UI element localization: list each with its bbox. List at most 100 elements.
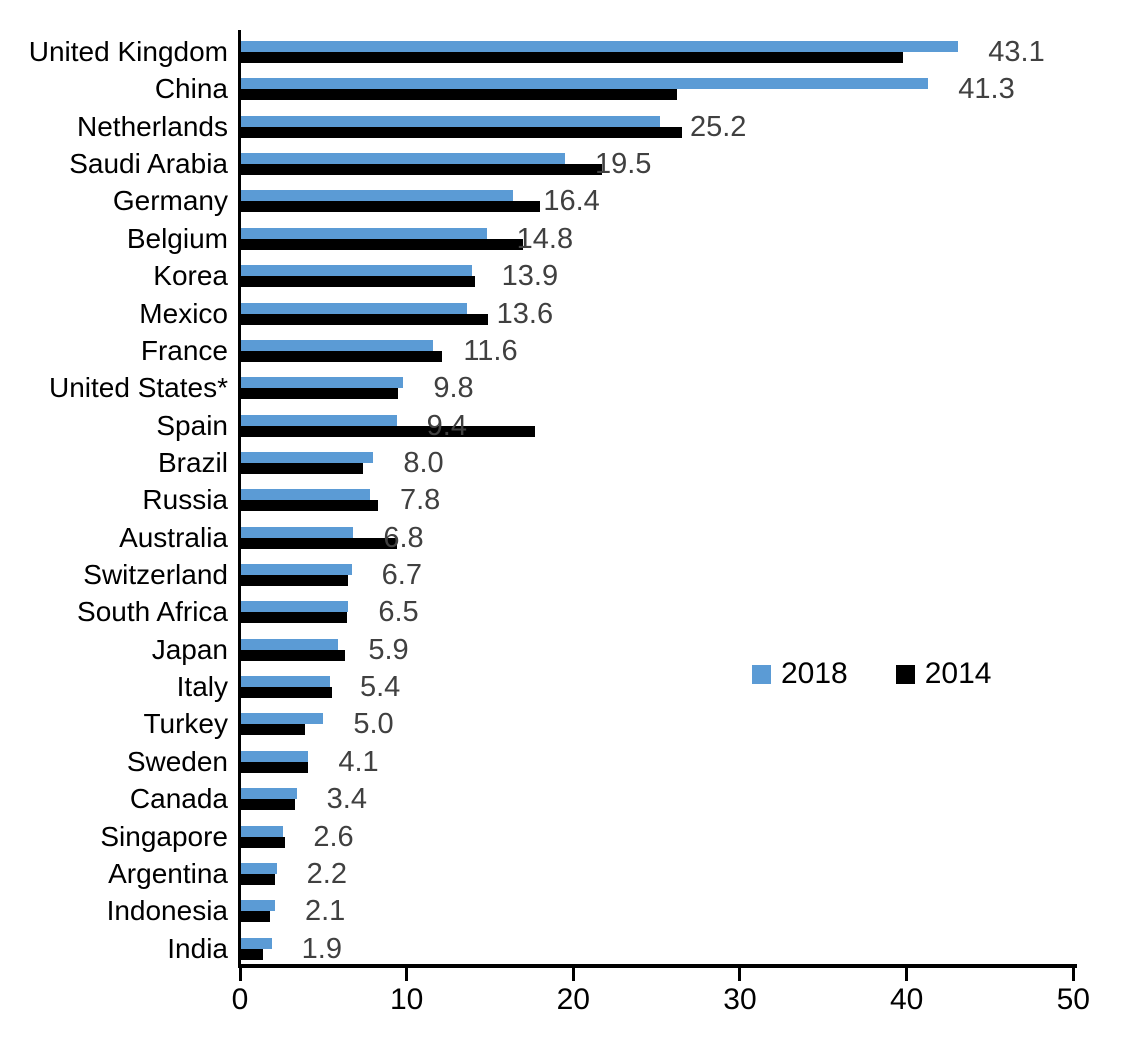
category-label: Brazil [157, 446, 228, 478]
x-tick-mark [905, 968, 909, 981]
bar-2018 [240, 900, 275, 912]
category-label: Saudi Arabia [69, 148, 228, 180]
bar-2014 [240, 52, 904, 63]
bar-2018 [240, 115, 660, 127]
value-label: 1.9 [301, 932, 342, 965]
x-tick-mark [405, 968, 409, 981]
bar-2014 [240, 238, 524, 250]
bar-2014 [240, 164, 602, 176]
bar-2018 [240, 526, 354, 538]
bar-2018 [240, 265, 472, 277]
legend: 2018 2014 [752, 658, 992, 690]
category-label: Korea [153, 260, 228, 292]
bar-2014 [240, 649, 345, 661]
legend-swatch-2018 [752, 664, 771, 684]
bar-2014 [240, 911, 270, 923]
category-label: Mexico [139, 297, 228, 329]
bar-2014 [240, 575, 349, 587]
x-tick-mark [1071, 968, 1075, 981]
legend-label-2014: 2014 [924, 657, 992, 690]
value-label: 19.5 [594, 148, 652, 181]
bar-2018 [240, 190, 514, 202]
bar-2014 [240, 201, 540, 213]
value-label: 43.1 [988, 36, 1045, 68]
value-label: 16.4 [543, 185, 600, 218]
value-label: 2.6 [313, 820, 354, 853]
value-label: 3.4 [326, 783, 367, 816]
bar-2018 [240, 339, 434, 351]
value-label: 4.1 [338, 745, 379, 778]
bar-2014 [240, 948, 264, 960]
bar-2014 [240, 462, 364, 474]
category-label: Japan [151, 633, 228, 665]
bar-2018 [240, 414, 397, 426]
value-label: 9.4 [426, 409, 467, 442]
value-label: 6.5 [378, 596, 419, 629]
bar-2014 [240, 313, 489, 325]
category-label: Canada [129, 783, 228, 815]
value-label: 6.7 [381, 559, 422, 592]
bar-2018 [240, 78, 929, 90]
bar-2014 [240, 836, 285, 848]
x-tick-label: 30 [723, 983, 757, 1016]
value-label: 5.4 [359, 671, 401, 704]
x-tick-label: 20 [556, 983, 590, 1016]
bar-2014 [240, 687, 332, 699]
value-label: 5.0 [353, 708, 394, 741]
category-label: France [140, 334, 228, 366]
legend-item-2018: 2018 [752, 658, 848, 690]
category-label: Italy [176, 671, 228, 703]
bar-2014 [240, 388, 399, 400]
bar-2014 [240, 276, 475, 288]
value-label: 9.8 [433, 372, 474, 405]
legend-item-2014: 2014 [895, 657, 992, 690]
category-label: China [154, 73, 228, 105]
bar-2018 [240, 377, 404, 389]
category-label: Turkey [143, 708, 228, 740]
value-label: 2.2 [306, 857, 347, 890]
bar-2014 [240, 799, 295, 811]
category-label: Switzerland [83, 559, 228, 591]
bar-2018 [240, 638, 339, 650]
value-label: 13.6 [496, 297, 554, 330]
bar-2018 [240, 788, 297, 800]
bar-2014 [240, 537, 397, 549]
x-tick-mark [738, 968, 742, 981]
value-label: 13.9 [501, 260, 559, 293]
category-label: Argentina [108, 857, 228, 889]
bar-2014 [240, 612, 347, 624]
value-label: 7.8 [399, 484, 441, 517]
category-label: Netherlands [77, 110, 228, 142]
category-label: South Africa [77, 596, 228, 628]
bar-2014 [240, 89, 677, 101]
bar-2018 [240, 862, 277, 874]
x-tick-label: 10 [389, 983, 424, 1016]
bar-2014 [240, 500, 379, 512]
bar-2018 [240, 489, 370, 501]
value-label: 2.1 [304, 895, 346, 928]
x-tick-label: 40 [889, 983, 924, 1016]
value-label: 6.8 [383, 521, 424, 554]
category-label: Germany [112, 185, 228, 217]
category-label: United Kingdom [28, 36, 228, 67]
value-label: 11.6 [463, 334, 518, 367]
bar-2014 [240, 425, 535, 437]
bar-2018 [240, 153, 565, 165]
x-tick-mark [238, 968, 242, 981]
bar-2018 [240, 676, 330, 688]
value-label: 5.9 [368, 633, 409, 666]
category-label: Australia [119, 521, 228, 553]
bar-2018 [240, 750, 309, 762]
category-label: India [167, 932, 228, 964]
legend-swatch-2014 [895, 664, 915, 684]
bar-2018 [240, 713, 324, 725]
bar-2018 [240, 302, 467, 314]
bar-2018 [240, 601, 349, 613]
bar-2014 [240, 350, 442, 362]
y-axis-line [238, 30, 241, 968]
value-label: 41.3 [958, 73, 1015, 106]
category-label: Belgium [126, 222, 228, 254]
value-label: 25.2 [689, 110, 747, 143]
category-label: Russia [142, 484, 228, 516]
